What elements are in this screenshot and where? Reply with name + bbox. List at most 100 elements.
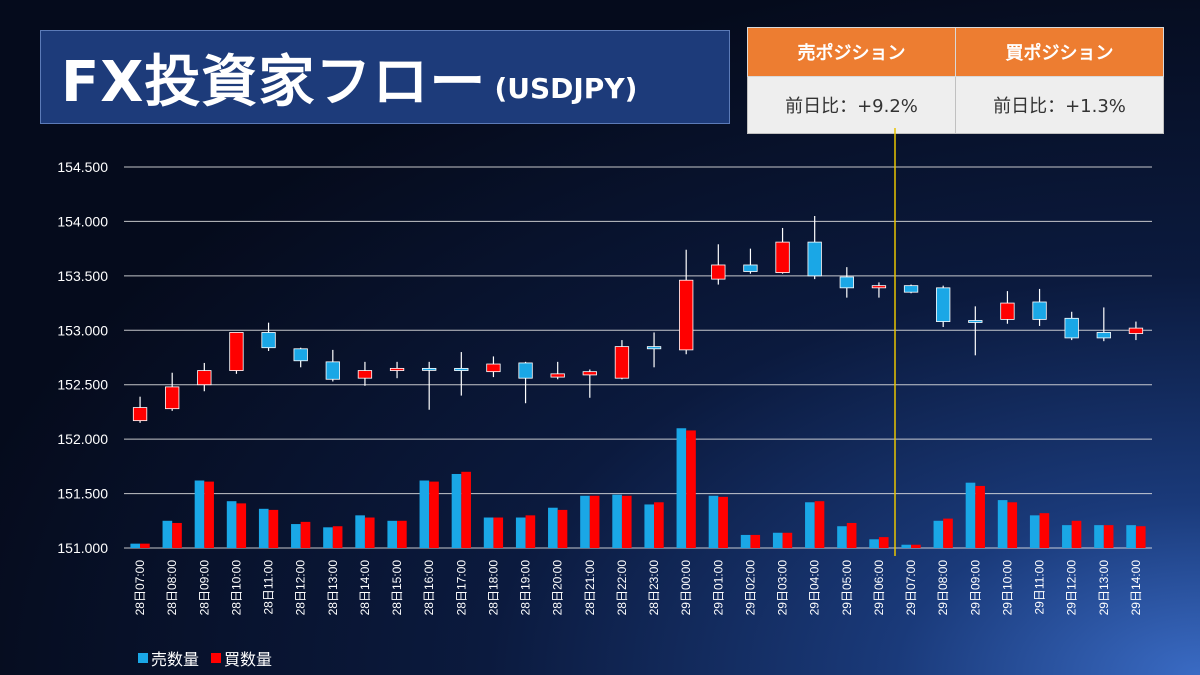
candle-body bbox=[229, 332, 244, 371]
position-table: 売ポジション 買ポジション 前日比：+9.2% 前日比：+1.3% bbox=[747, 27, 1164, 134]
x-tick-label: 28日07:00 bbox=[133, 560, 147, 616]
x-tick-label: 29日02:00 bbox=[743, 560, 757, 616]
sell-volume-bar bbox=[644, 504, 655, 548]
x-tick-label: 28日08:00 bbox=[165, 560, 179, 616]
legend-swatch-buy bbox=[211, 653, 222, 663]
buy-volume-bar bbox=[782, 532, 793, 548]
y-tick-label: 153.500 bbox=[57, 268, 108, 284]
sell-volume-bar bbox=[387, 520, 398, 548]
legend-item-sell: 売数量 bbox=[138, 646, 199, 670]
y-tick-label: 152.000 bbox=[57, 431, 108, 447]
sell-volume-bar bbox=[805, 502, 815, 548]
candle-body bbox=[518, 362, 533, 379]
sell-volume-bar bbox=[1094, 525, 1104, 548]
y-tick-label: 154.000 bbox=[57, 213, 108, 229]
x-tick-label: 29日09:00 bbox=[968, 560, 982, 616]
buy-volume-bar bbox=[814, 501, 825, 548]
sell-volume-bar bbox=[901, 544, 912, 548]
candle-body bbox=[1000, 302, 1015, 320]
candle-body bbox=[486, 363, 501, 373]
sell-volume-bar bbox=[355, 515, 365, 548]
x-tick-label: 29日14:00 bbox=[1129, 560, 1143, 616]
y-tick-label: 154.500 bbox=[57, 159, 108, 175]
sell-volume-bar bbox=[548, 507, 558, 548]
sell-volume-bar bbox=[226, 501, 237, 548]
x-tick-label: 28日19:00 bbox=[519, 560, 533, 616]
x-tick-label: 28日15:00 bbox=[390, 560, 404, 616]
candle-body bbox=[422, 367, 437, 371]
candle-body bbox=[614, 346, 630, 379]
x-tick-label: 28日12:00 bbox=[294, 560, 308, 616]
candle-body bbox=[743, 264, 758, 272]
buy-volume-bar bbox=[461, 471, 471, 548]
buy-position-change: 前日比：+1.3% bbox=[955, 76, 1164, 134]
candle-body bbox=[132, 407, 148, 422]
candle-body bbox=[679, 279, 694, 351]
x-tick-label: 29日13:00 bbox=[1097, 560, 1111, 616]
sell-volume-bar bbox=[837, 526, 847, 548]
candle-body bbox=[389, 367, 405, 371]
buy-volume-bar bbox=[1007, 502, 1018, 548]
x-tick-label: 29日05:00 bbox=[840, 560, 854, 616]
buy-volume-bar bbox=[878, 537, 889, 548]
sell-volume-bar bbox=[933, 520, 944, 548]
sell-volume-bar bbox=[483, 517, 494, 548]
sell-volume-bar bbox=[1029, 515, 1040, 548]
x-tick-label: 29日12:00 bbox=[1065, 560, 1079, 616]
buy-volume-bar bbox=[654, 502, 664, 548]
sell-volume-bar bbox=[419, 480, 430, 548]
y-tick-label: 151.500 bbox=[57, 486, 108, 502]
sell-volume-bar bbox=[194, 480, 205, 548]
x-tick-label: 29日07:00 bbox=[904, 560, 918, 616]
sell-volume-bar bbox=[291, 524, 301, 548]
sell-volume-bar bbox=[772, 532, 783, 548]
buy-volume-bar bbox=[236, 503, 247, 548]
buy-volume-bar bbox=[846, 522, 857, 548]
sell-volume-bar bbox=[676, 428, 687, 548]
y-tick-label: 151.000 bbox=[57, 540, 108, 556]
y-tick-label: 152.500 bbox=[57, 377, 108, 393]
x-tick-label: 28日17:00 bbox=[454, 560, 468, 616]
candle-body bbox=[711, 264, 726, 280]
buy-volume-bar bbox=[975, 485, 985, 548]
x-tick-label: 29日08:00 bbox=[936, 560, 950, 616]
candle-body bbox=[197, 370, 212, 386]
candle-body bbox=[454, 367, 469, 371]
sell-volume-bar bbox=[997, 500, 1008, 548]
buy-volume-bar bbox=[589, 495, 600, 548]
x-tick-label: 28日11:00 bbox=[262, 560, 276, 615]
candle-body bbox=[1032, 301, 1047, 320]
sell-volume-bar bbox=[612, 494, 622, 548]
buy-volume-bar bbox=[943, 518, 953, 548]
buy-volume-bar bbox=[268, 509, 279, 548]
buy-volume-bar bbox=[140, 543, 150, 548]
x-tick-label: 29日06:00 bbox=[872, 560, 886, 616]
candle-body bbox=[1064, 317, 1079, 339]
buy-volume-bar bbox=[1135, 526, 1146, 548]
sell-volume-bar bbox=[1126, 525, 1136, 548]
candle-body bbox=[261, 332, 276, 349]
x-tick-label: 28日23:00 bbox=[647, 560, 661, 616]
x-tick-label: 28日09:00 bbox=[197, 560, 211, 616]
candle-body bbox=[775, 241, 790, 273]
buy-volume-bar bbox=[1039, 513, 1050, 548]
x-tick-label: 29日11:00 bbox=[1033, 560, 1047, 615]
buy-volume-bar bbox=[718, 496, 728, 548]
sell-volume-bar bbox=[1062, 525, 1072, 548]
candle-body bbox=[646, 346, 662, 350]
candle-body bbox=[903, 285, 919, 293]
x-tick-label: 28日10:00 bbox=[229, 560, 243, 616]
buy-volume-bar bbox=[621, 495, 632, 548]
buy-volume-bar bbox=[557, 509, 568, 548]
candle-body bbox=[936, 287, 951, 322]
x-tick-label: 28日18:00 bbox=[486, 560, 500, 616]
candle-body bbox=[968, 320, 983, 323]
candle-body bbox=[871, 285, 887, 289]
page-title: FX投資家フロー bbox=[61, 49, 487, 115]
candle-body bbox=[582, 371, 597, 376]
legend-label-sell: 売数量 bbox=[151, 650, 200, 669]
candle-body bbox=[357, 370, 373, 379]
candle-body bbox=[550, 373, 565, 378]
title-box: FX投資家フロー (USDJPY) bbox=[40, 30, 730, 124]
